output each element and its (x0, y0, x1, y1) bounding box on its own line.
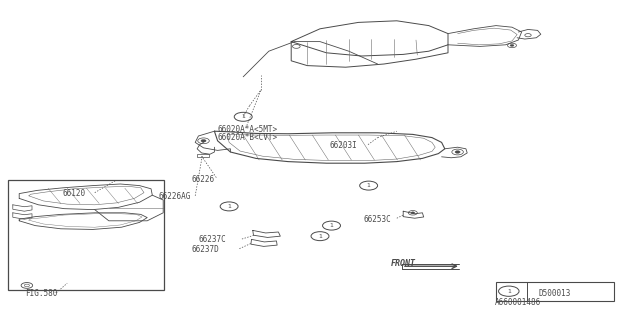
Circle shape (510, 44, 514, 46)
Text: 66020A*A<5MT>: 66020A*A<5MT> (218, 125, 278, 134)
Circle shape (411, 212, 415, 214)
Text: FIG.580: FIG.580 (26, 289, 58, 298)
Text: 66020A*B<CVT>: 66020A*B<CVT> (218, 133, 278, 142)
Bar (496, 282, 614, 301)
Text: 1: 1 (330, 223, 333, 228)
Text: 66120: 66120 (63, 189, 86, 198)
Text: 1: 1 (367, 183, 371, 188)
Bar (197, 154, 209, 157)
Text: 1: 1 (227, 204, 231, 209)
Text: 1: 1 (241, 114, 245, 119)
Text: FRONT: FRONT (390, 260, 415, 268)
Text: 1: 1 (507, 289, 511, 294)
Circle shape (455, 151, 460, 153)
Text: D500013: D500013 (539, 289, 572, 298)
Text: 66237C: 66237C (198, 236, 226, 244)
Text: 66203I: 66203I (330, 141, 357, 150)
Text: 66253C: 66253C (364, 215, 391, 224)
Circle shape (201, 140, 206, 142)
Text: 66237D: 66237D (191, 245, 219, 254)
Bar (8, 180, 164, 290)
Text: A660001486: A660001486 (495, 298, 541, 307)
Text: 66226: 66226 (192, 175, 215, 184)
Text: 1: 1 (318, 234, 322, 239)
Text: 66226AG: 66226AG (159, 192, 191, 201)
